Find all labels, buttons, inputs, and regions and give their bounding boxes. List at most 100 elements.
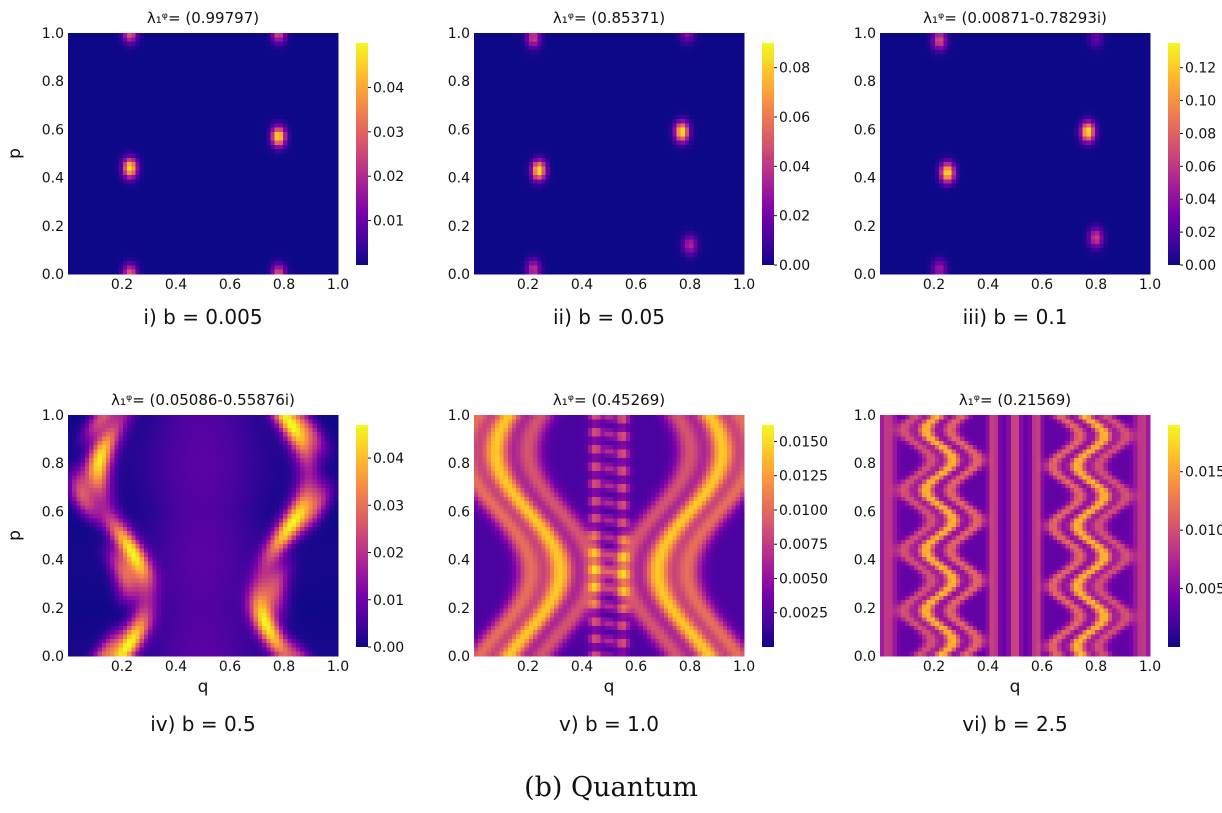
heatmap-cell — [274, 248, 280, 253]
heatmap-cell — [122, 45, 128, 51]
heatmap-cell — [224, 41, 229, 47]
heatmap-cell — [257, 131, 263, 137]
heatmap-cell — [562, 269, 568, 275]
heatmap-cell — [287, 144, 292, 150]
heatmap-cell — [507, 67, 513, 73]
heatmap-cell — [304, 230, 309, 236]
heatmap-cell — [482, 153, 488, 159]
heatmap-cell — [148, 179, 153, 185]
heatmap-cell — [228, 166, 233, 172]
heatmap-cell — [114, 175, 120, 180]
heatmap-cell — [181, 196, 187, 202]
heatmap-cell — [89, 183, 94, 189]
heatmap-cell — [511, 166, 517, 172]
heatmap-cell — [478, 153, 483, 159]
heatmap-cell — [80, 187, 86, 193]
heatmap-cell — [490, 67, 496, 73]
heatmap-cell — [295, 88, 301, 94]
heatmap-cell — [186, 114, 191, 120]
heatmap-cell — [194, 200, 200, 206]
heatmap-cell — [194, 110, 200, 116]
heatmap-cell — [533, 162, 538, 167]
heatmap-cell — [533, 230, 538, 236]
heatmap-cell — [114, 93, 120, 98]
heatmap-cell — [478, 71, 483, 77]
heatmap-cell — [190, 136, 195, 141]
heatmap-cell — [566, 248, 572, 253]
heatmap-cell — [482, 37, 488, 42]
heatmap-cell — [253, 33, 259, 38]
heatmap-cell — [549, 200, 555, 206]
heatmap-cell — [333, 127, 339, 133]
heatmap-cell — [533, 131, 538, 137]
heatmap-cell — [295, 123, 301, 129]
heatmap-cell — [80, 45, 86, 51]
heatmap-cell — [287, 71, 292, 77]
heatmap-cell — [169, 196, 174, 202]
heatmap-cell — [156, 187, 162, 193]
heatmap-cell — [97, 140, 103, 146]
heatmap-cell — [321, 101, 326, 107]
heatmap-cell — [507, 76, 513, 81]
heatmap-cell — [262, 37, 267, 42]
heatmap-cell — [186, 136, 191, 141]
heatmap-cell — [236, 50, 242, 55]
heatmap-cell — [495, 93, 500, 98]
heatmap-cell — [72, 205, 77, 210]
heatmap-cell — [173, 200, 179, 206]
heatmap-cell — [333, 84, 339, 90]
heatmap-cell — [194, 41, 200, 47]
heatmap-cell — [139, 162, 145, 167]
heatmap-cell — [169, 187, 174, 193]
heatmap-cell — [181, 170, 187, 176]
heatmap-cell — [520, 218, 526, 223]
heatmap-cell — [139, 222, 145, 228]
heatmap-cell — [287, 256, 292, 262]
heatmap-cell — [562, 97, 568, 103]
heatmap-cell — [89, 54, 94, 60]
heatmap-cell — [135, 88, 141, 94]
heatmap-cell — [304, 243, 309, 249]
heatmap-cell — [118, 162, 124, 167]
heatmap-cell — [482, 179, 488, 185]
heatmap-cell — [127, 205, 132, 210]
heatmap-cell — [173, 192, 179, 197]
heatmap-cell — [524, 153, 530, 159]
heatmap-cell — [325, 175, 330, 180]
heatmap-cell — [262, 88, 267, 94]
heatmap-cell — [215, 261, 221, 266]
heatmap-cell — [228, 170, 233, 176]
heatmap-cell — [554, 218, 559, 223]
heatmap-cell — [257, 63, 263, 68]
heatmap-cell — [511, 226, 517, 232]
heatmap-cell — [486, 192, 492, 197]
heatmap-cell — [219, 58, 225, 64]
heatmap-cell — [177, 144, 183, 150]
heatmap-cell — [316, 200, 322, 206]
heatmap-cell — [190, 170, 195, 176]
heatmap-cell — [274, 213, 280, 219]
heatmap-cell — [228, 88, 233, 94]
heatmap-cell — [253, 222, 259, 228]
heatmap-cell — [219, 162, 225, 167]
heatmap-cell — [490, 114, 496, 120]
heatmap-cell — [528, 209, 534, 215]
heatmap-cell — [139, 149, 145, 154]
heatmap-cell — [80, 230, 86, 236]
heatmap-cell — [490, 239, 496, 245]
heatmap-cell — [333, 153, 339, 159]
heatmap-cell — [486, 131, 492, 137]
heatmap-cell — [486, 218, 492, 223]
heatmap-cell — [68, 41, 73, 47]
heatmap-cell — [474, 256, 479, 262]
heatmap-cell — [528, 265, 534, 271]
heatmap-cell — [270, 97, 276, 103]
heatmap-cell — [122, 88, 128, 94]
heatmap-cell — [93, 175, 98, 180]
heatmap-cell — [253, 162, 259, 167]
heatmap-cell — [304, 106, 309, 111]
heatmap-cell — [93, 162, 98, 167]
heatmap-cell — [76, 54, 82, 60]
heatmap-cell — [177, 84, 183, 90]
heatmap-cell — [507, 50, 513, 55]
